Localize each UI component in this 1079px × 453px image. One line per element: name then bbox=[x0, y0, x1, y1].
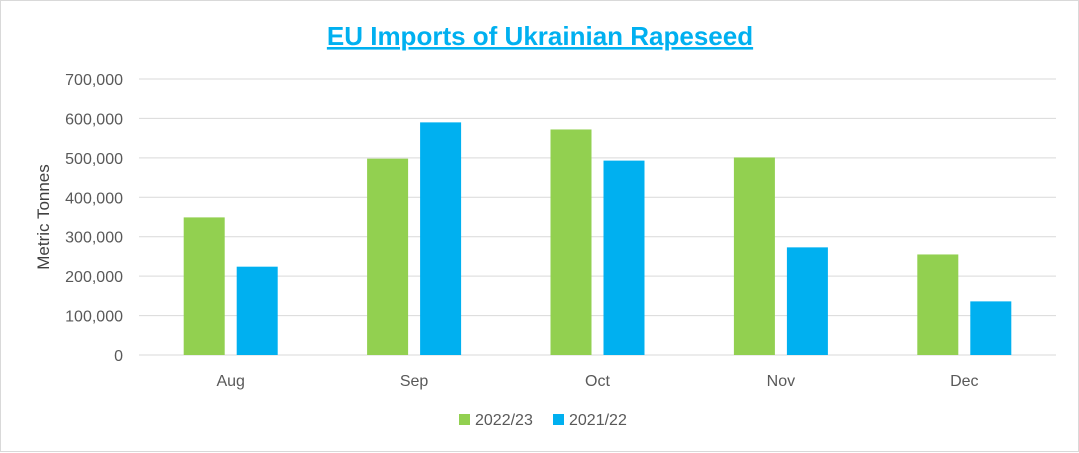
bar-nov-series-1 bbox=[733, 157, 775, 355]
y-tick-label: 400,000 bbox=[65, 190, 123, 207]
bar-aug-series-2 bbox=[236, 266, 278, 355]
y-tick-label: 0 bbox=[114, 348, 123, 365]
x-tick-label: Dec bbox=[950, 373, 978, 390]
x-tick-label: Sep bbox=[400, 373, 429, 390]
bar-oct-series-2 bbox=[603, 160, 645, 355]
y-tick-label: 500,000 bbox=[65, 151, 123, 168]
legend-swatch bbox=[553, 414, 564, 425]
chart-title: EU Imports of Ukrainian Rapeseed bbox=[327, 21, 753, 51]
y-tick-label: 100,000 bbox=[65, 309, 123, 326]
legend-label: 2022/23 bbox=[475, 412, 533, 429]
bar-aug-series-1 bbox=[183, 217, 225, 355]
x-axis-ticks: Aug Sep Oct Nov Dec bbox=[216, 373, 978, 390]
bars bbox=[183, 122, 1012, 355]
y-tick-label: 600,000 bbox=[65, 111, 123, 128]
x-tick-label: Oct bbox=[585, 373, 610, 390]
y-tick-label: 200,000 bbox=[65, 269, 123, 286]
bar-oct-series-1 bbox=[550, 129, 592, 355]
bar-sep-series-2 bbox=[420, 122, 462, 355]
x-tick-label: Aug bbox=[216, 373, 244, 390]
bar-dec-series-2 bbox=[970, 301, 1012, 355]
bar-nov-series-2 bbox=[786, 247, 828, 355]
y-tick-label: 300,000 bbox=[65, 230, 123, 247]
y-tick-label: 700,000 bbox=[65, 72, 123, 89]
bar-dec-series-1 bbox=[917, 254, 959, 355]
bar-sep-series-1 bbox=[367, 158, 409, 355]
y-axis-ticks: 0 100,000 200,000 300,000 400,000 500,000 600,… bbox=[65, 72, 123, 365]
legend-label: 2021/22 bbox=[569, 412, 627, 429]
y-axis-title: Metric Tonnes bbox=[34, 164, 53, 270]
legend: 2022/23 2021/22 bbox=[459, 412, 627, 429]
legend-swatch bbox=[459, 414, 470, 425]
gridlines bbox=[139, 78, 1056, 356]
x-tick-label: Nov bbox=[767, 373, 795, 390]
